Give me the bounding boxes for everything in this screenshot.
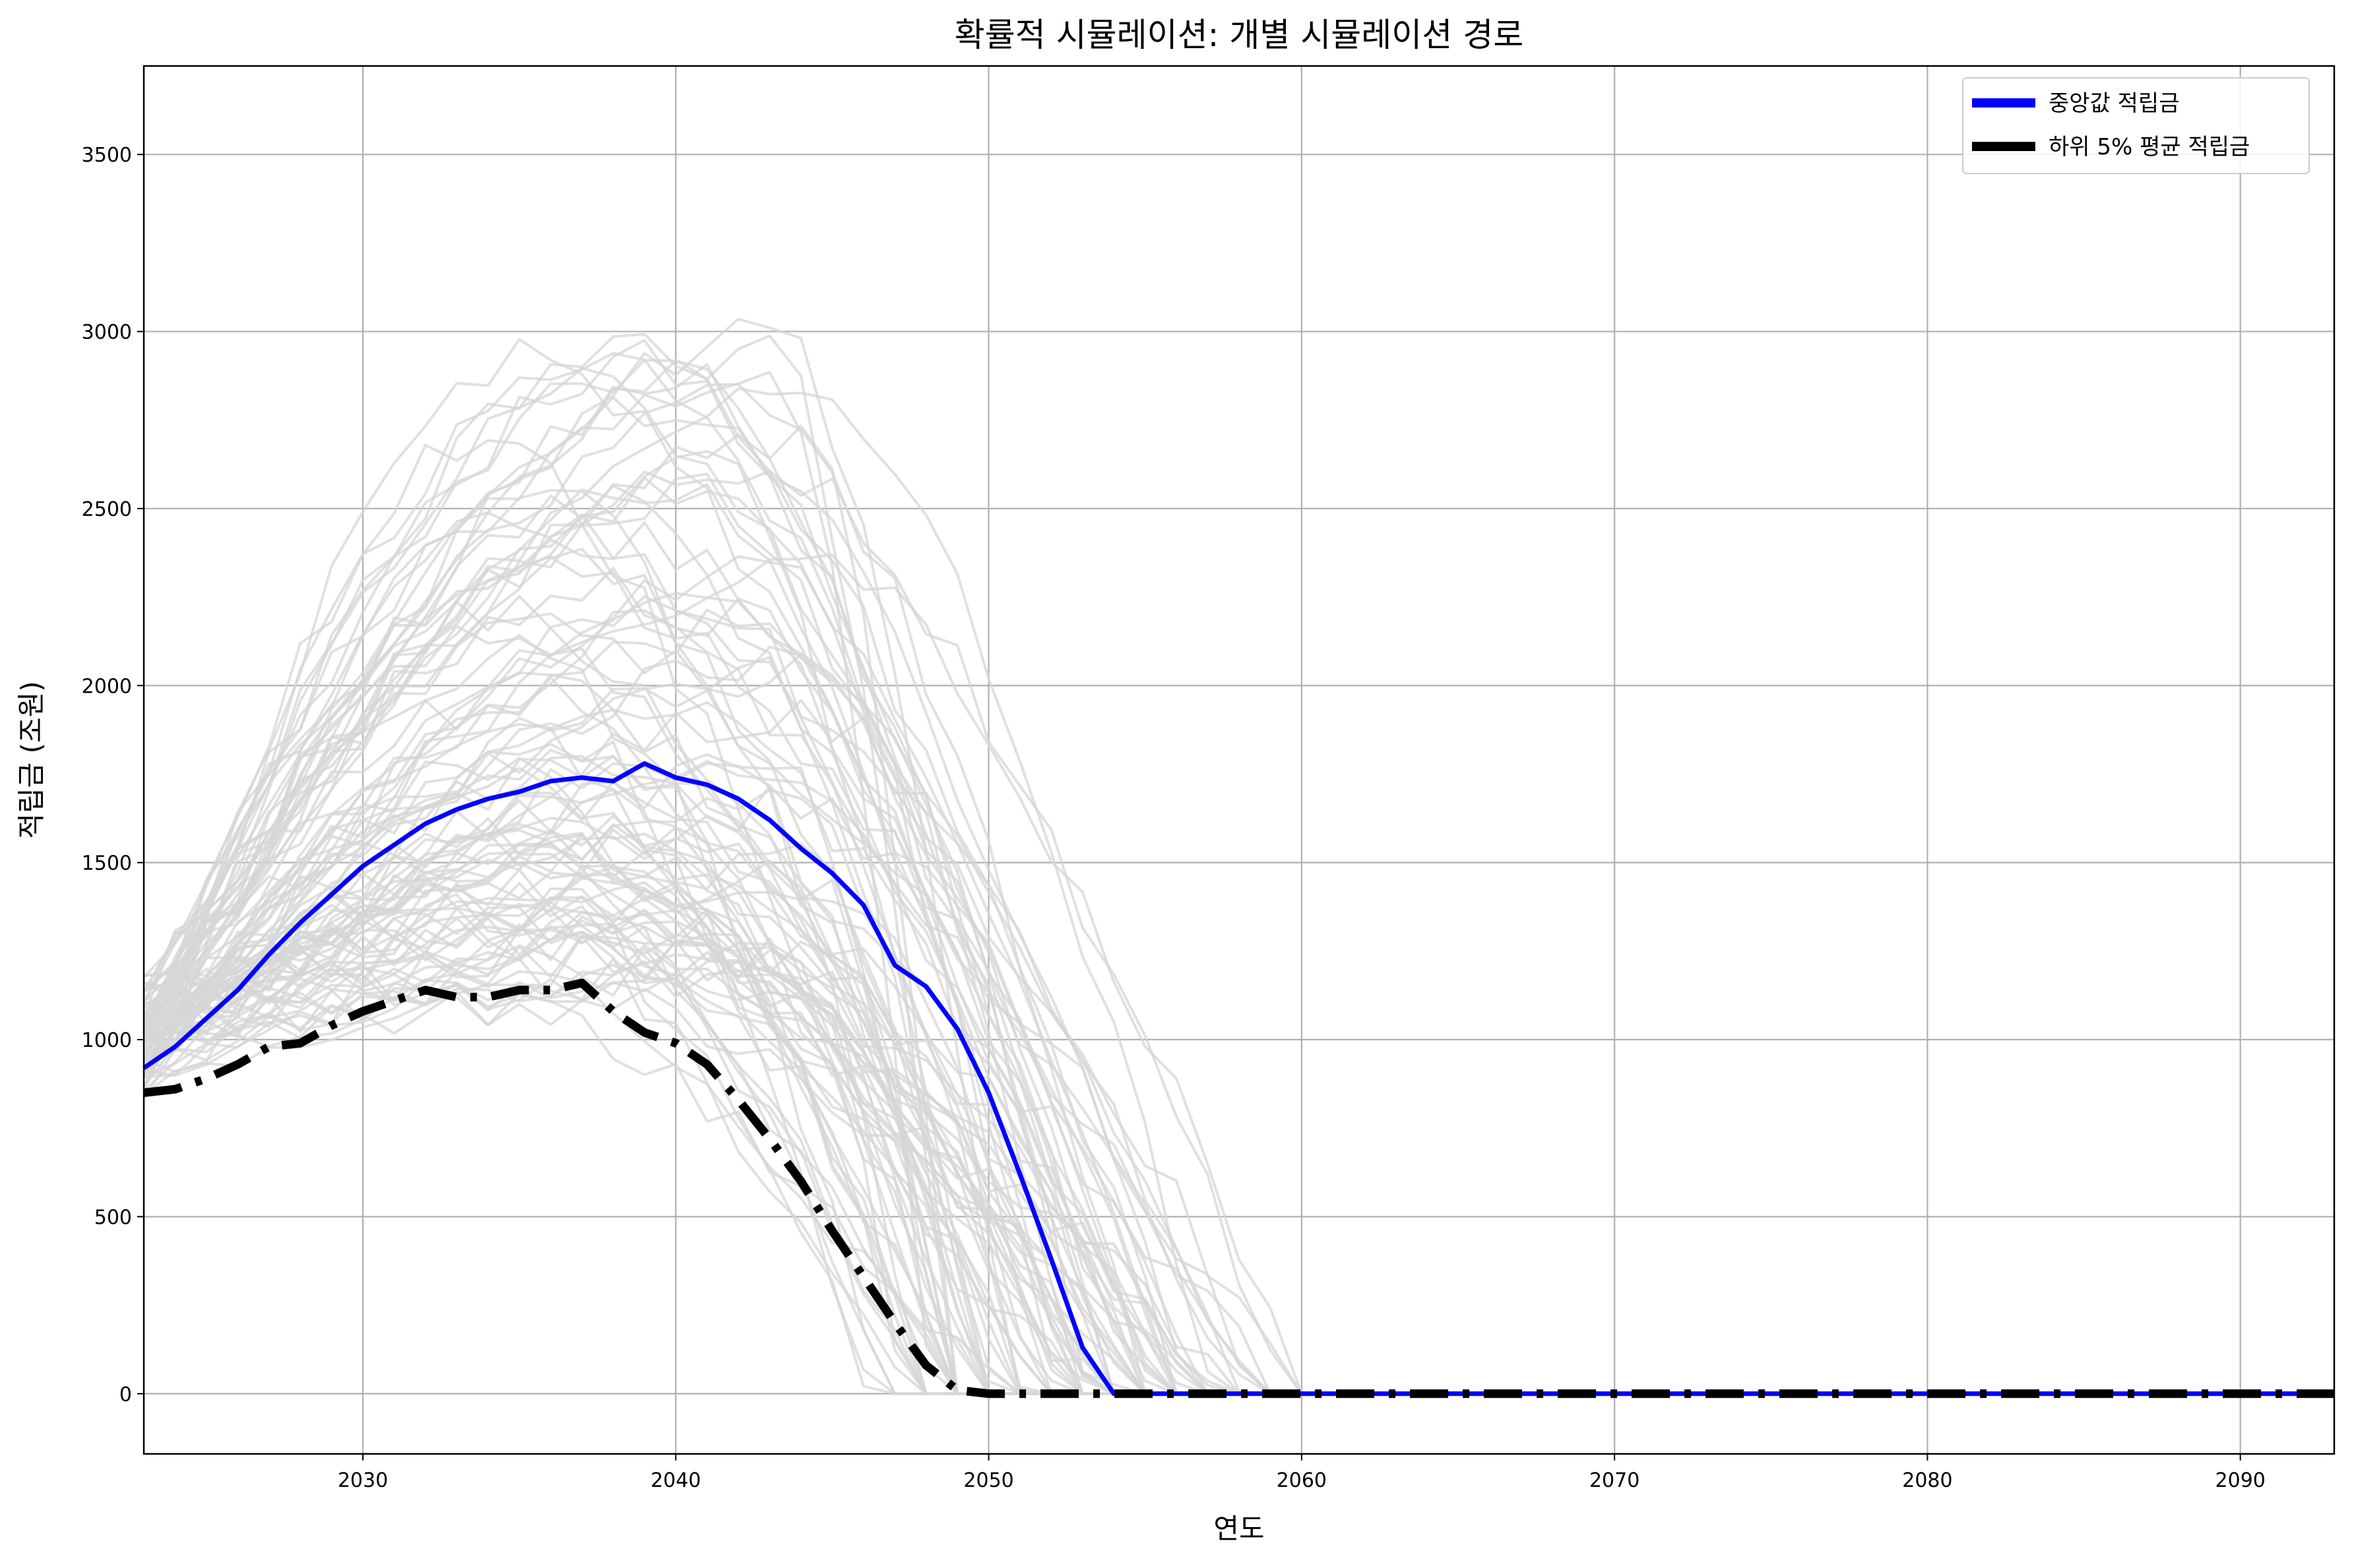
y-tick-label: 1500	[82, 852, 132, 875]
x-tick-label: 2090	[2215, 1469, 2266, 1492]
x-tick-label: 2080	[1902, 1469, 1952, 1492]
plot-frame	[143, 65, 2336, 1455]
series-lines	[143, 761, 2334, 1398]
x-tick-label: 2030	[338, 1469, 388, 1492]
x-tick-label: 2040	[651, 1469, 701, 1492]
axis-ticks: 2030 2040 2050 2060 2070 2080 2090 0 500 1000 1500…	[82, 144, 2266, 1492]
legend-box	[1962, 77, 2310, 174]
legend-label-lower5: 하위 5% 평균 적립금	[2049, 134, 2250, 160]
y-tick-label: 2500	[82, 498, 132, 521]
x-tick-label: 2050	[963, 1469, 1013, 1492]
series-line-median	[143, 761, 2334, 1396]
y-tick-label: 500	[94, 1206, 132, 1229]
y-tick-label: 0	[119, 1383, 132, 1406]
y-tick-label: 3500	[82, 144, 132, 167]
y-tick-label: 2000	[82, 675, 132, 698]
series-line-lower5	[143, 978, 2334, 1398]
y-tick-label: 1000	[82, 1029, 132, 1052]
x-tick-label: 2060	[1277, 1469, 1327, 1492]
legend-label-median: 중앙값 적립금	[2049, 90, 2180, 117]
chart-title: 확률적 시뮬레이션: 개별 시뮬레이션 경로	[955, 16, 1523, 54]
x-axis-title: 연도	[1213, 1513, 1264, 1545]
legend: 중앙값 적립금 하위 5% 평균 적립금	[1962, 77, 2310, 174]
y-tick-label: 3000	[82, 321, 132, 344]
y-axis-title: 적립금 (조원)	[15, 681, 48, 838]
x-tick-label: 2070	[1589, 1469, 1639, 1492]
